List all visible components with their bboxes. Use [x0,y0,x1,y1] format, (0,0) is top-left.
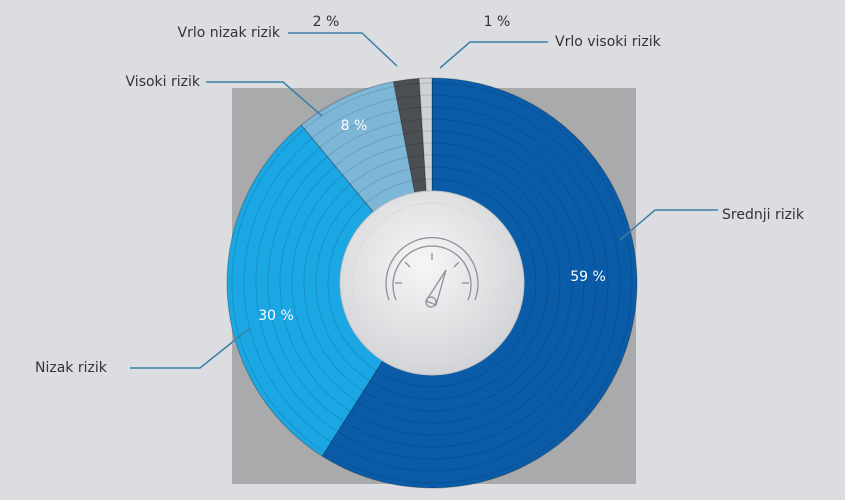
category-label: Srednji rizik [722,207,805,223]
value-label: 2 % [313,14,340,30]
gauge-icon [385,237,479,308]
category-label: Visoki rizik [126,74,201,90]
value-label: 8 % [341,118,368,134]
leader-line [130,327,251,369]
decor-ring [255,106,609,460]
leader-line [288,32,398,67]
leader-line [206,81,323,117]
hub-ring [351,202,513,364]
decor-ring [327,178,537,388]
decor-ring [243,94,621,472]
slices [226,77,638,489]
center-hub [339,190,525,376]
decor-ring [267,118,597,448]
decor-ring [315,166,549,400]
category-label: Nizak rizik [35,360,108,376]
decor-rings [231,82,633,484]
decor-ring [231,82,633,484]
decor-ring [303,154,561,412]
leader-line [439,41,548,69]
leader-line [619,209,718,241]
value-label: 59 % [570,269,606,285]
value-label: 30 % [258,308,294,324]
decor-ring [279,130,585,436]
decor-ring [291,142,573,424]
category-label: Vrlo nizak rizik [178,25,281,41]
labels: Srednji rizik 59 % Nizak rizik 30 % Visoki r… [35,14,805,376]
value-label: 1 % [484,14,511,30]
category-label: Vrlo visoki rizik [555,34,662,50]
